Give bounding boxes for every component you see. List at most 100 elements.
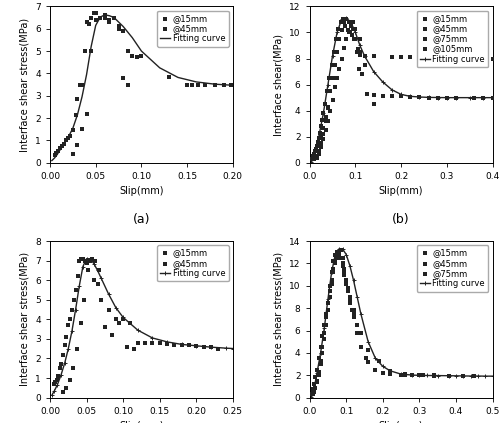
Point: [322, 114, 330, 121]
Y-axis label: Interface shear stress(MPa): Interface shear stress(MPa): [20, 252, 30, 387]
Point: [323, 88, 331, 94]
Point: [185, 342, 193, 349]
Point: [138, 52, 145, 59]
Point: [338, 27, 345, 33]
Point: [316, 361, 324, 368]
Point: [194, 81, 202, 88]
Point: [342, 36, 350, 42]
Point: [360, 62, 368, 69]
Point: [344, 27, 351, 33]
Point: [315, 355, 323, 362]
Point: [350, 314, 358, 321]
Point: [313, 366, 321, 373]
Y-axis label: Interface shear(MPa): Interface shear(MPa): [274, 33, 283, 136]
Point: [78, 81, 86, 88]
Point: [356, 36, 364, 42]
Point: [320, 131, 328, 137]
Point: [119, 27, 127, 34]
Point: [310, 156, 318, 162]
Point: [340, 45, 348, 52]
Point: [318, 333, 326, 340]
Point: [328, 75, 336, 82]
Point: [397, 372, 405, 379]
Point: [80, 48, 88, 55]
Point: [92, 16, 100, 23]
Point: [339, 16, 347, 23]
Point: [88, 255, 96, 262]
Point: [338, 255, 346, 261]
Point: [406, 54, 414, 60]
Point: [388, 54, 396, 60]
Point: [340, 269, 348, 276]
Point: [330, 258, 338, 265]
Point: [349, 19, 357, 25]
Point: [388, 93, 396, 100]
Point: [316, 357, 324, 364]
Point: [397, 54, 405, 60]
Point: [443, 55, 451, 62]
Point: [134, 339, 142, 346]
Point: [342, 16, 350, 23]
Point: [347, 22, 355, 29]
Point: [335, 249, 343, 255]
Point: [340, 271, 348, 278]
Point: [340, 266, 348, 272]
Point: [386, 368, 394, 374]
Point: [310, 385, 318, 392]
Point: [308, 391, 316, 398]
Point: [333, 75, 341, 82]
Point: [66, 376, 74, 383]
Point: [397, 93, 405, 100]
Point: [312, 374, 320, 381]
Point: [326, 88, 334, 94]
Point: [406, 93, 414, 100]
Point: [336, 255, 344, 261]
Point: [354, 46, 362, 53]
Point: [86, 257, 94, 264]
X-axis label: Slip(mm): Slip(mm): [379, 187, 424, 196]
Point: [133, 53, 141, 60]
Point: [350, 309, 358, 316]
Point: [346, 294, 354, 300]
Point: [340, 19, 348, 25]
Point: [342, 277, 350, 283]
Point: [78, 126, 86, 133]
Point: [310, 389, 318, 396]
Point: [50, 381, 58, 387]
Point: [416, 372, 424, 379]
Point: [352, 36, 360, 42]
Point: [52, 149, 60, 156]
Point: [333, 255, 341, 261]
Point: [70, 365, 78, 372]
Point: [56, 145, 64, 152]
Point: [60, 341, 68, 348]
Point: [317, 144, 325, 151]
Point: [370, 92, 378, 99]
Point: [324, 299, 332, 306]
Point: [330, 266, 338, 272]
Point: [419, 372, 427, 379]
Point: [124, 48, 132, 55]
Point: [340, 19, 348, 25]
Point: [336, 36, 344, 42]
Point: [313, 377, 321, 384]
Point: [76, 257, 84, 264]
Point: [56, 365, 64, 372]
Point: [86, 21, 94, 27]
Point: [375, 357, 383, 364]
Point: [72, 287, 80, 294]
Point: [344, 288, 352, 295]
Point: [362, 355, 370, 362]
Point: [452, 55, 460, 62]
Point: [342, 16, 350, 23]
Point: [126, 320, 134, 327]
Point: [324, 105, 332, 112]
Point: [331, 84, 339, 91]
Point: [324, 307, 332, 314]
Point: [310, 156, 318, 162]
Point: [69, 151, 77, 157]
Point: [459, 373, 467, 380]
Point: [324, 299, 332, 306]
Point: [62, 385, 70, 391]
Point: [355, 330, 363, 336]
